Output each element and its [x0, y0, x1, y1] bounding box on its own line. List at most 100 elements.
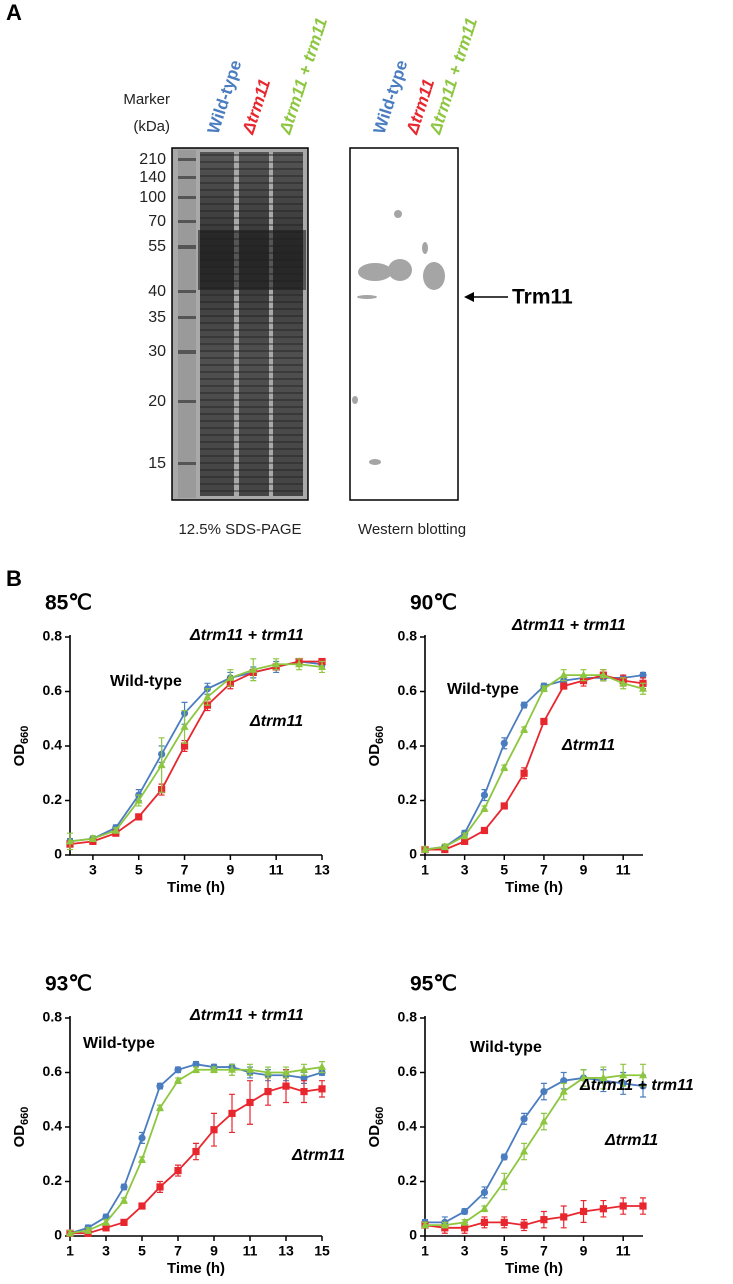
data-point — [599, 1073, 608, 1081]
data-point — [480, 1188, 489, 1196]
x-tick-label: 3 — [461, 1243, 469, 1259]
chart: 95℃ 0 0.2 0.4 0.6 0.8 1 3 5 7 9 11 Time (h) OD660 Wild… — [366, 973, 694, 1277]
data-point — [111, 825, 120, 834]
data-point — [174, 1076, 182, 1084]
data-point — [156, 1082, 164, 1090]
x-tick-label: 11 — [616, 862, 631, 878]
data-point — [480, 826, 489, 835]
data-point — [84, 1226, 92, 1234]
data-point — [135, 813, 143, 821]
x-tick-label: 7 — [174, 1243, 182, 1259]
data-point — [500, 739, 508, 747]
y-axis-label: OD660 — [11, 726, 31, 767]
y-tick-label: 0.2 — [43, 791, 63, 807]
lane-label: Δtrm11 — [238, 77, 274, 138]
series-line — [424, 1205, 643, 1229]
data-point — [88, 834, 97, 842]
data-point — [639, 671, 647, 679]
data-point — [599, 1205, 607, 1213]
data-point — [180, 742, 189, 750]
x-axis-label: Time (h) — [505, 879, 563, 896]
y-axis-label: OD — [11, 744, 28, 767]
x-tick-label: 1 — [421, 1243, 429, 1259]
y-tick-label: 0.2 — [43, 1172, 63, 1188]
data-point — [318, 1062, 326, 1071]
y-tick-label: 0 — [409, 846, 417, 862]
y-tick-label: 0.6 — [43, 1063, 63, 1079]
axis — [424, 1016, 643, 1237]
y-tick-label: 0.8 — [43, 1009, 63, 1025]
data-point — [619, 1202, 627, 1210]
data-point — [520, 1115, 528, 1123]
panel-label: B — [6, 566, 22, 591]
series-label: Δtrm11 — [291, 1147, 345, 1164]
x-tick-label: 5 — [138, 1243, 146, 1259]
marker-size: 140 — [139, 169, 166, 186]
x-tick-label: 3 — [102, 1243, 110, 1259]
chart: 90℃ 0 0.2 0.4 0.6 0.8 1 3 5 7 9 11 Time (h) OD660 Wild… — [366, 592, 647, 896]
data-point — [295, 659, 304, 668]
lane-label: Wild-type — [204, 58, 246, 136]
data-point — [480, 1218, 489, 1226]
data-point — [120, 1183, 128, 1191]
x-tick-label: 15 — [314, 1243, 330, 1259]
data-point — [619, 1070, 628, 1079]
marker-size: 210 — [139, 151, 166, 168]
data-point — [639, 1070, 647, 1079]
data-point — [540, 717, 548, 726]
data-point — [228, 1109, 236, 1117]
x-tick-label: 5 — [500, 1243, 508, 1259]
caption: Western blotting — [358, 521, 466, 538]
y-tick-label: 0.8 — [398, 1009, 418, 1025]
y-tick-label: 0 — [409, 1227, 417, 1243]
x-tick-label: 13 — [278, 1243, 294, 1259]
data-point — [228, 1065, 236, 1073]
data-point — [520, 725, 529, 733]
data-point — [174, 1167, 182, 1175]
chart-title: 85℃ — [45, 592, 92, 615]
data-point — [157, 760, 166, 769]
data-point — [120, 1196, 128, 1204]
axis — [69, 635, 322, 856]
data-point — [102, 1217, 110, 1226]
x-tick-label: 9 — [226, 862, 234, 878]
x-tick-label: 7 — [540, 862, 548, 878]
chart: 85℃ 0 0.2 0.4 0.6 0.8 3 5 7 9 11 13 Time (h) OD660 Wil… — [11, 592, 330, 896]
axis — [424, 635, 643, 856]
series-line — [69, 660, 323, 843]
data-point — [282, 1068, 290, 1076]
data-point — [480, 791, 489, 799]
data-point — [539, 1117, 548, 1125]
marker-size: 55 — [148, 238, 166, 255]
data-point — [480, 804, 489, 812]
marker-size: 40 — [148, 283, 166, 300]
x-tick-label: 1 — [421, 862, 429, 878]
x-axis-label: Time (h) — [167, 879, 225, 896]
series-line — [69, 660, 322, 845]
data-point — [203, 692, 212, 700]
data-point — [579, 670, 588, 679]
series-label: Δtrm11 + trm11 — [511, 617, 626, 634]
data-point — [156, 1183, 164, 1191]
data-point — [460, 831, 469, 839]
series-label: Wild-type — [110, 673, 182, 690]
caption: 12.5% SDS-PAGE — [178, 521, 301, 538]
blot-image — [349, 147, 459, 501]
data-point — [520, 701, 528, 709]
y-axis-label: OD660 — [366, 726, 386, 767]
data-point — [318, 662, 326, 670]
data-point — [500, 1153, 508, 1161]
y-tick-label: 0.6 — [398, 1063, 418, 1079]
y-tick-label: 0.4 — [43, 737, 63, 753]
data-point — [192, 1147, 200, 1156]
lane-label: Δtrm11 + trm11 — [425, 15, 481, 137]
marker-size: 20 — [148, 393, 166, 410]
y-axis-label: OD660 — [366, 1107, 386, 1148]
chart-title: 93℃ — [45, 973, 92, 996]
data-point — [500, 1218, 508, 1226]
y-tick-label: 0 — [54, 846, 62, 862]
data-point — [249, 665, 258, 673]
x-tick-label: 7 — [181, 862, 189, 878]
series-label: Δtrm11 — [249, 713, 303, 730]
x-tick-label: 7 — [540, 1243, 548, 1259]
